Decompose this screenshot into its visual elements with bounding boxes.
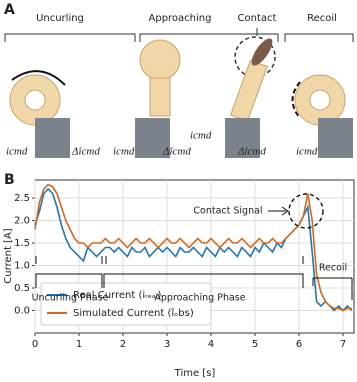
- x-tick-label: 0: [32, 339, 38, 350]
- phase-title: Approaching: [149, 13, 212, 24]
- x-tick-label: 2: [120, 339, 126, 350]
- legend-label: Simulated Current (îₒbs): [73, 307, 194, 319]
- x-tick-label: 4: [208, 339, 214, 350]
- label: icmd: [190, 130, 212, 142]
- y-tick-label: 2.0: [14, 216, 30, 227]
- annotation: Contact Signal: [193, 206, 262, 217]
- legend-box: [40, 282, 212, 326]
- x-axis-label: Time [s]: [174, 368, 216, 379]
- x-tick-label: 6: [296, 339, 302, 350]
- label: Δîcmd: [71, 146, 100, 158]
- y-tick-label: 1.0: [14, 261, 30, 272]
- label: icmd: [6, 146, 28, 158]
- x-tick-label: 3: [164, 339, 170, 350]
- annotation-shapes: [35, 193, 353, 300]
- annotation: Recoil: [319, 263, 347, 274]
- panel-label: B: [4, 172, 15, 188]
- illustration: [9, 38, 353, 158]
- annotation: Uncurling Phase: [32, 293, 109, 304]
- label: Δîcmd: [162, 146, 191, 158]
- phase-title: Uncurling: [36, 13, 84, 24]
- series-line: [34, 183, 352, 312]
- y-tick-label: 1.5: [14, 238, 30, 249]
- label: Δîcmd: [237, 146, 266, 158]
- y-tick-label: 0.5: [14, 283, 30, 294]
- label: icmd: [113, 146, 135, 158]
- y-axis-label: Current [A]: [3, 228, 14, 283]
- x-tick-label: 1: [76, 339, 82, 350]
- annotation: Approaching Phase: [154, 293, 245, 304]
- label: icmd: [296, 146, 318, 158]
- legend-label: Real Current (iᵣₑₐₗ): [73, 290, 161, 301]
- y-tick-label: 2.5: [14, 193, 30, 204]
- y-tick-label: 0.0: [14, 306, 30, 317]
- x-tick-label: 5: [252, 339, 258, 350]
- phase-title: Recoil: [307, 13, 337, 24]
- x-tick-label: 7: [340, 339, 346, 350]
- phase-title: Contact: [238, 13, 277, 24]
- panel-label: A: [4, 2, 15, 18]
- brackets: [4, 28, 354, 78]
